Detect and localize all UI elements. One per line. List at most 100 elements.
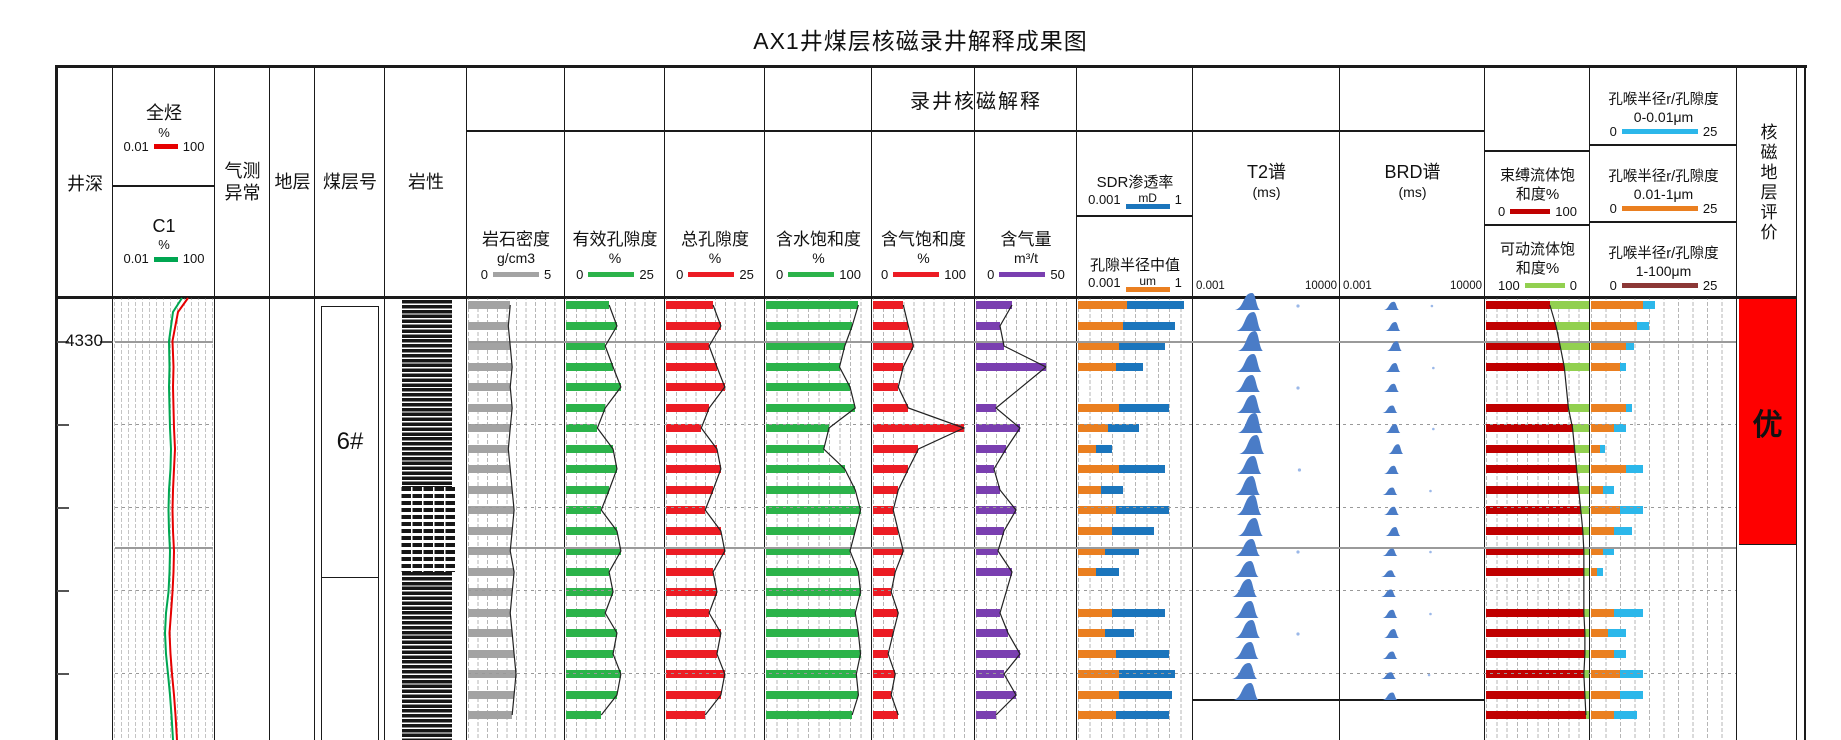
bar-bound-fluid bbox=[1486, 691, 1585, 699]
bar-density bbox=[468, 650, 515, 658]
curve-header-split bbox=[113, 185, 215, 187]
bar-movable-fluid bbox=[1578, 486, 1589, 494]
bound-fluid-header-title: 束缚流体饱和度% bbox=[1499, 167, 1575, 203]
bar-total-porosity bbox=[666, 691, 721, 699]
bar-pore-radius-median bbox=[1078, 547, 1105, 555]
bar-gas-saturation bbox=[873, 629, 894, 637]
seam-no-header-label: 煤层号 bbox=[323, 172, 377, 193]
depth-header-label: 井深 bbox=[67, 174, 103, 194]
bar-gas-content bbox=[976, 404, 996, 412]
bar-bound-fluid bbox=[1486, 465, 1577, 473]
bar-total-porosity bbox=[666, 609, 710, 617]
bar-throat-0-001um bbox=[1614, 424, 1626, 432]
column-eff bbox=[565, 68, 665, 740]
throat-scale-1-min: 0 bbox=[1609, 200, 1617, 216]
column-curve bbox=[113, 68, 215, 740]
bar-throat-0-001um bbox=[1596, 568, 1603, 576]
bar-sdr-permeability bbox=[1100, 486, 1123, 494]
depth-header: 井深 bbox=[57, 68, 113, 298]
bar-throat-0-001um bbox=[1614, 527, 1632, 535]
throat-title-0: 孔喉半径r/孔隙度 bbox=[1608, 91, 1719, 108]
bar-throat-001-1um bbox=[1591, 711, 1615, 719]
bar-gas-content bbox=[976, 568, 1012, 576]
bar-throat-001-1um bbox=[1591, 629, 1609, 637]
movable-fluid-header-scale-line bbox=[1524, 283, 1565, 289]
total-hc-unit: % bbox=[158, 124, 170, 140]
bar-water-saturation bbox=[766, 670, 857, 678]
bar-throat-001-1um bbox=[1591, 486, 1603, 494]
bar-movable-fluid bbox=[1549, 301, 1589, 309]
bar-density bbox=[468, 486, 513, 494]
throat-scale-0-line bbox=[1621, 129, 1698, 135]
lithology-coal bbox=[402, 572, 452, 740]
depth-tick bbox=[57, 341, 69, 343]
sdr-perm-header-min: 0.001 bbox=[1088, 192, 1121, 208]
nmr-group-title: 录井核磁解释 bbox=[910, 90, 1042, 113]
formation-header: 地层 bbox=[270, 68, 315, 298]
bar-eff-porosity bbox=[566, 465, 617, 473]
pore-radius-header-max: 1 bbox=[1174, 275, 1182, 291]
track-header-tot: 总孔隙度% 0 25 bbox=[665, 130, 765, 298]
track-scale-gasc-line bbox=[999, 272, 1046, 278]
bar-gas-content bbox=[976, 711, 996, 719]
seam-no-header: 煤层号 bbox=[315, 68, 385, 298]
bar-water-saturation bbox=[766, 424, 829, 432]
bar-gas-content bbox=[976, 301, 1012, 309]
bar-throat-0-001um bbox=[1637, 322, 1649, 330]
bar-total-porosity bbox=[666, 465, 721, 473]
brd-header: BRD谱 (ms) 0.001 10000 bbox=[1340, 130, 1485, 298]
track-unit-eff: % bbox=[608, 250, 622, 267]
depth-gridline bbox=[115, 507, 213, 508]
seam-interval-label: 6# bbox=[336, 428, 364, 455]
bar-sdr-permeability bbox=[1116, 363, 1143, 371]
throat-scale-2-min: 0 bbox=[1609, 277, 1617, 293]
bar-bound-fluid bbox=[1486, 445, 1575, 453]
bar-sdr-permeability bbox=[1116, 650, 1170, 658]
bar-density bbox=[468, 527, 513, 535]
bar-sdr-permeability bbox=[1119, 691, 1173, 699]
group-underline bbox=[467, 130, 1485, 132]
bar-water-saturation bbox=[766, 568, 859, 576]
bar-eff-porosity bbox=[566, 527, 617, 535]
outer-border-top bbox=[55, 65, 1807, 68]
total-hc-scale-line bbox=[153, 144, 178, 150]
bar-density bbox=[468, 363, 513, 371]
bar-water-saturation bbox=[766, 363, 840, 371]
bar-bound-fluid bbox=[1486, 424, 1573, 432]
bar-bound-fluid bbox=[1486, 301, 1550, 309]
bar-water-saturation bbox=[766, 609, 856, 617]
bar-pore-radius-median bbox=[1078, 711, 1116, 719]
bar-gas-saturation bbox=[873, 383, 899, 391]
bar-eff-porosity bbox=[566, 588, 614, 596]
bar-movable-fluid bbox=[1568, 404, 1589, 412]
bar-gas-saturation bbox=[873, 711, 899, 719]
bar-water-saturation bbox=[766, 404, 856, 412]
sdr-perm-header-max: 1 bbox=[1174, 192, 1182, 208]
bar-eff-porosity bbox=[566, 609, 606, 617]
track-header-sg: 含气饱和度% 0 100 bbox=[872, 130, 975, 298]
bar-total-porosity bbox=[666, 486, 714, 494]
depth-gridline bbox=[468, 341, 1736, 343]
track-unit-sw: % bbox=[812, 250, 825, 267]
track-scale-eff: 0 25 bbox=[576, 267, 654, 282]
bar-movable-fluid bbox=[1583, 670, 1589, 678]
sdr-header-split bbox=[1077, 215, 1193, 217]
bar-throat-0-001um bbox=[1625, 342, 1635, 350]
c1-scale-max: 100 bbox=[182, 251, 205, 267]
depth-tick bbox=[57, 673, 69, 675]
bar-pore-radius-median bbox=[1078, 486, 1101, 494]
bar-sdr-permeability bbox=[1119, 342, 1166, 350]
seam-interval-box: 6# bbox=[321, 306, 379, 578]
bar-total-porosity bbox=[666, 547, 725, 555]
page-title: AX1井煤层核磁录井解释成果图 bbox=[753, 28, 1088, 54]
track-scale-sw-max: 100 bbox=[839, 266, 861, 282]
bar-movable-fluid bbox=[1584, 691, 1589, 699]
bar-sdr-permeability bbox=[1119, 404, 1170, 412]
bar-pore-radius-median bbox=[1078, 670, 1119, 678]
track-header-gasc: 含气量 m³/t 0 50 bbox=[975, 130, 1077, 298]
bar-pore-radius-median bbox=[1078, 363, 1116, 371]
column-anomaly bbox=[215, 68, 270, 740]
movable-fluid-header-scale: 100 0 bbox=[1498, 278, 1577, 293]
bar-movable-fluid bbox=[1583, 609, 1589, 617]
bar-gas-saturation bbox=[873, 465, 909, 473]
